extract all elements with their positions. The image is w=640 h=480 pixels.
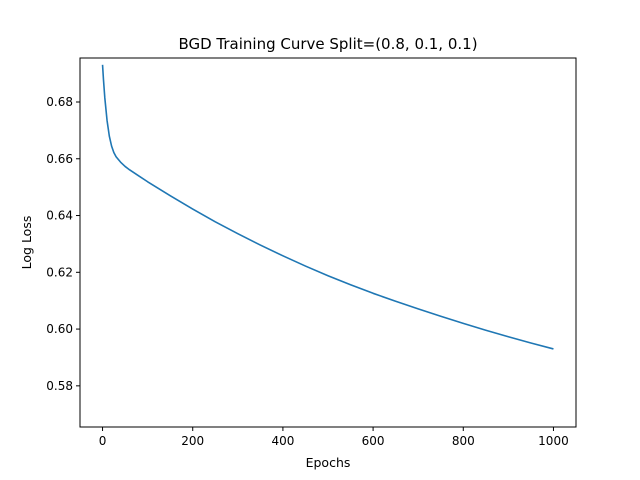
y-tick-label: 0.62	[46, 265, 73, 279]
y-tick-label: 0.64	[46, 209, 73, 223]
y-tick-label: 0.58	[46, 379, 73, 393]
x-tick-label: 0	[99, 434, 107, 448]
x-tick-label: 200	[181, 434, 204, 448]
y-tick-label: 0.66	[46, 152, 73, 166]
y-tick-label: 0.60	[46, 322, 73, 336]
x-axis: 0 200 400 600 800 1000	[99, 427, 569, 448]
x-axis-label: Epochs	[306, 455, 351, 470]
x-tick-label: 1000	[538, 434, 569, 448]
y-axis: 0.58 0.60 0.62 0.64 0.66 0.68	[46, 95, 80, 393]
x-tick-label: 400	[271, 434, 294, 448]
chart-title: BGD Training Curve Split=(0.8, 0.1, 0.1)	[178, 35, 477, 53]
axes-frame	[79, 57, 577, 428]
x-tick-label: 800	[452, 434, 475, 448]
plot-area	[101, 64, 554, 350]
series-line-0	[101, 64, 554, 350]
y-axis-label: Log Loss	[19, 216, 34, 270]
x-tick-label: 600	[362, 434, 385, 448]
y-tick-label: 0.68	[46, 95, 73, 109]
